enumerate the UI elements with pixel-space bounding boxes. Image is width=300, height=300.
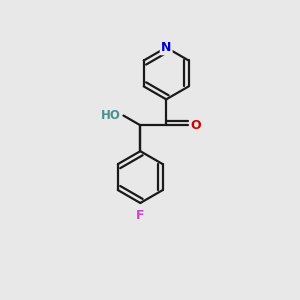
Text: F: F <box>136 209 145 223</box>
Text: N: N <box>161 41 171 54</box>
Text: O: O <box>190 119 201 132</box>
Text: HO: HO <box>100 109 121 122</box>
